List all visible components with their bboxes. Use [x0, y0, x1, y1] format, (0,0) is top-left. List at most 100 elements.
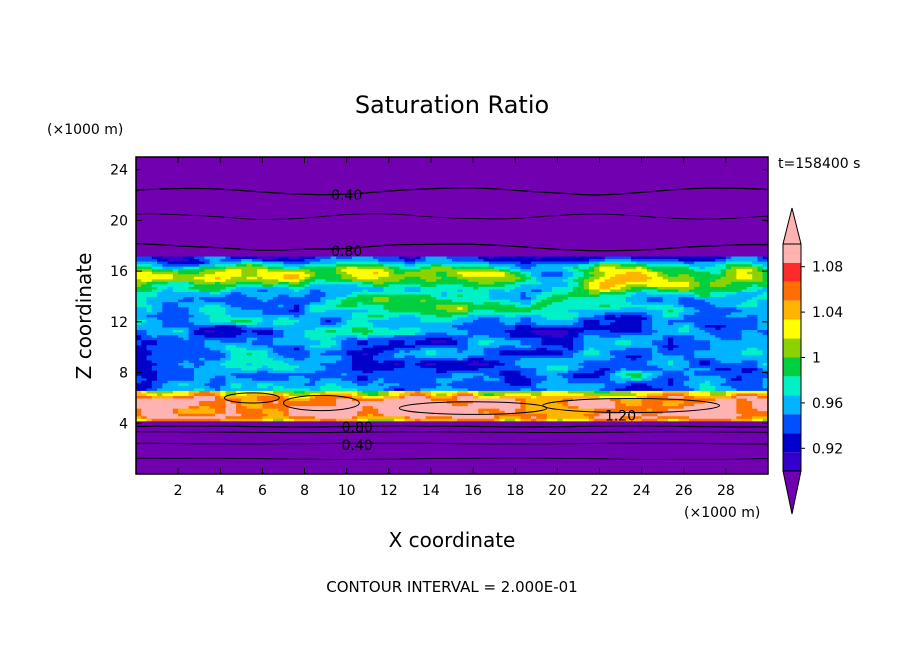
field-cell	[230, 299, 237, 303]
field-cell	[178, 408, 184, 412]
field-cell	[220, 159, 227, 163]
field-cell	[267, 387, 274, 391]
field-cell	[230, 466, 237, 470]
field-cell	[278, 174, 285, 178]
field-cell	[141, 352, 148, 356]
field-cell	[204, 329, 211, 333]
field-cell	[178, 354, 184, 358]
field-cell	[209, 364, 216, 369]
field-cell	[257, 192, 263, 196]
field-cell	[267, 222, 274, 227]
field-cell	[225, 420, 232, 424]
field-cell	[288, 245, 295, 249]
field-cell	[315, 202, 321, 206]
field-cell	[225, 334, 232, 338]
field-cell	[157, 268, 163, 272]
field-cell	[209, 162, 216, 166]
field-cell	[157, 321, 163, 325]
field-cell	[157, 288, 163, 293]
field-cell	[288, 471, 295, 474]
field-cell	[162, 385, 169, 389]
field-cell	[225, 276, 232, 280]
field-cell	[241, 344, 248, 348]
field-cell	[151, 354, 158, 358]
field-cell	[251, 157, 258, 161]
field-cell	[236, 306, 242, 310]
field-cell	[204, 354, 211, 358]
field-cell	[246, 392, 253, 396]
field-cell	[246, 326, 253, 331]
field-cell	[204, 423, 211, 427]
field-cell	[262, 164, 269, 168]
field-cell	[172, 217, 179, 221]
field-cell	[288, 189, 295, 194]
field-cell	[246, 253, 253, 257]
field-cell	[225, 311, 232, 315]
field-cell	[288, 162, 295, 166]
field-cell	[188, 331, 195, 336]
field-cell	[251, 344, 258, 348]
field-cell	[172, 230, 179, 234]
field-cell	[304, 167, 311, 171]
field-cell	[304, 273, 311, 277]
field-cell	[178, 433, 184, 437]
field-cell	[251, 456, 258, 460]
field-cell	[141, 238, 148, 242]
field-cell	[136, 253, 142, 257]
field-cell	[146, 352, 153, 356]
field-cell	[304, 319, 311, 323]
field-cell	[199, 263, 206, 267]
field-cell	[299, 458, 306, 462]
field-cell	[167, 451, 174, 455]
field-cell	[267, 177, 274, 181]
field-cell	[236, 187, 242, 191]
field-cell	[199, 225, 206, 229]
field-cell	[267, 238, 274, 242]
field-cell	[304, 377, 311, 381]
field-cell	[136, 195, 142, 199]
field-cell	[225, 179, 232, 183]
field-cell	[183, 314, 190, 318]
field-cell	[257, 420, 263, 424]
field-cell	[320, 463, 327, 467]
field-cell	[241, 177, 248, 181]
field-cell	[315, 217, 321, 221]
field-cell	[136, 220, 142, 224]
field-cell	[325, 410, 332, 414]
field-cell	[267, 415, 274, 419]
field-cell	[288, 271, 295, 275]
field-cell	[230, 385, 237, 389]
field-cell	[320, 157, 327, 161]
field-cell	[225, 382, 232, 386]
field-cell	[294, 179, 300, 183]
field-cell	[141, 281, 148, 285]
field-cell	[262, 283, 269, 287]
field-cell	[294, 392, 300, 396]
field-cell	[141, 233, 148, 237]
field-cell	[220, 382, 227, 386]
field-cell	[162, 359, 169, 364]
field-cell	[146, 253, 153, 257]
field-cell	[157, 466, 163, 470]
field-cell	[320, 354, 327, 358]
field-cell	[199, 423, 206, 427]
field-cell	[188, 443, 195, 447]
field-cell	[146, 225, 153, 229]
field-cell	[225, 387, 232, 391]
field-cell	[204, 220, 211, 224]
field-cell	[262, 210, 269, 214]
field-cell	[157, 319, 163, 323]
field-cell	[183, 458, 190, 462]
field-cell	[141, 448, 148, 452]
field-cell	[251, 250, 258, 254]
field-cell	[294, 466, 300, 470]
field-cell	[199, 210, 206, 214]
field-cell	[183, 397, 190, 402]
field-cell	[304, 250, 311, 254]
field-cell	[325, 451, 332, 455]
field-cell	[193, 243, 200, 247]
field-cell	[294, 364, 300, 369]
field-cell	[320, 215, 327, 219]
field-cell	[141, 423, 148, 427]
field-cell	[220, 258, 227, 262]
